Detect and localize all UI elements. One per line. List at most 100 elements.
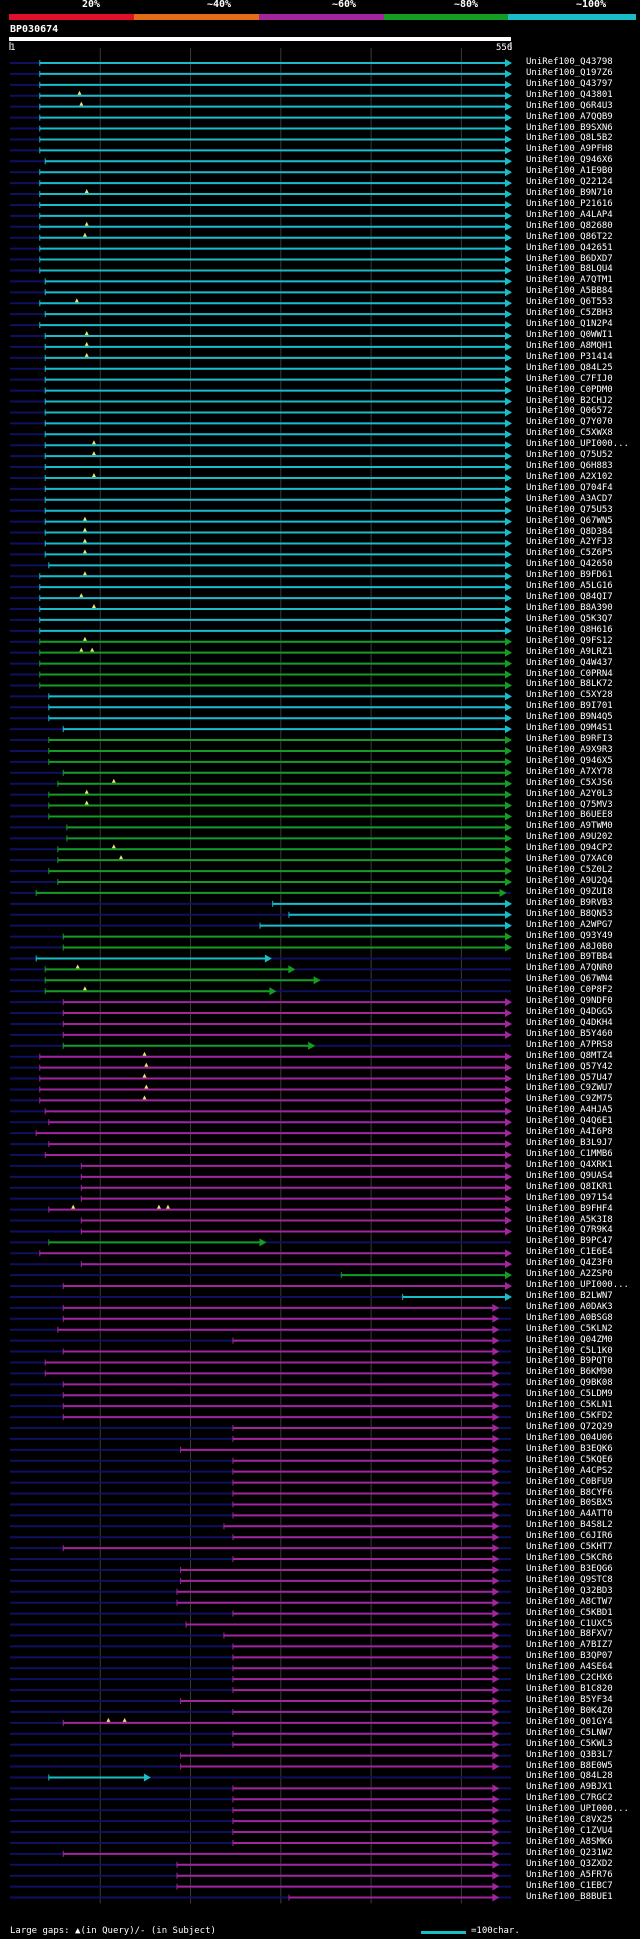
hit-label[interactable]: UniRef100_Q57Y42: [526, 1061, 613, 1072]
hit-label[interactable]: UniRef100_A4ATT0: [526, 1509, 613, 1520]
hit-label[interactable]: UniRef100_A7BIZ7: [526, 1640, 613, 1651]
hit-label[interactable]: UniRef100_Q946X5: [526, 755, 613, 766]
hit-label[interactable]: UniRef100_Q6H883: [526, 461, 613, 472]
hit-label[interactable]: UniRef100_Q84L28: [526, 1771, 613, 1782]
hit-label[interactable]: UniRef100_C1E6E4: [526, 1247, 613, 1258]
hit-label[interactable]: UniRef100_C0PRN4: [526, 668, 613, 679]
hit-label[interactable]: UniRef100_Q1N2P4: [526, 319, 613, 330]
hit-label[interactable]: UniRef100_Q8MTZ4: [526, 1050, 613, 1061]
hit-label[interactable]: UniRef100_C5XY28: [526, 690, 613, 701]
hit-label[interactable]: UniRef100_C5KQE6: [526, 1454, 613, 1465]
hit-label[interactable]: UniRef100_A8SMK6: [526, 1836, 613, 1847]
hit-label[interactable]: UniRef100_Q32BD3: [526, 1585, 613, 1596]
hit-label[interactable]: UniRef100_C7RGC2: [526, 1793, 613, 1804]
hit-label[interactable]: UniRef100_B3EQG6: [526, 1563, 613, 1574]
hit-label[interactable]: UniRef100_B3EQK6: [526, 1443, 613, 1454]
hit-label[interactable]: UniRef100_B3QP07: [526, 1651, 613, 1662]
hit-label[interactable]: UniRef100_C5Z6P5: [526, 548, 613, 559]
hit-label[interactable]: UniRef100_B9PC47: [526, 1236, 613, 1247]
hit-label[interactable]: UniRef100_A2YFJ3: [526, 537, 613, 548]
hit-label[interactable]: UniRef100_C5L1K0: [526, 1345, 613, 1356]
hit-label[interactable]: UniRef100_A9LRZ1: [526, 646, 613, 657]
hit-label[interactable]: UniRef100_Q42651: [526, 242, 613, 253]
hit-label[interactable]: UniRef100_A4LAP4: [526, 209, 613, 220]
hit-label[interactable]: UniRef100_C0PDM0: [526, 384, 613, 395]
hit-label[interactable]: UniRef100_Q9ZUI8: [526, 886, 613, 897]
hit-label[interactable]: UniRef100_B8CYF6: [526, 1487, 613, 1498]
hit-label[interactable]: UniRef100_Q86T22: [526, 231, 613, 242]
hit-label[interactable]: UniRef100_B6UEE8: [526, 810, 613, 821]
hit-label[interactable]: UniRef100_A9U2Q4: [526, 876, 613, 886]
hit-label[interactable]: UniRef100_Q67WN4: [526, 974, 613, 985]
hit-label[interactable]: UniRef100_Q4Q6E1: [526, 1116, 613, 1127]
hit-label[interactable]: UniRef100_B0SBX5: [526, 1498, 613, 1509]
hit-label[interactable]: UniRef100_Q9BK08: [526, 1378, 613, 1389]
hit-label[interactable]: UniRef100_B2CHJ2: [526, 395, 613, 406]
hit-label[interactable]: UniRef100_C5KLN1: [526, 1400, 613, 1411]
hit-label[interactable]: UniRef100_Q72Q29: [526, 1422, 613, 1432]
hit-label[interactable]: UniRef100_B8BUE1: [526, 1891, 613, 1902]
hit-label[interactable]: UniRef100_Q197Z6: [526, 67, 613, 78]
hit-label[interactable]: UniRef100_B1C820: [526, 1684, 613, 1695]
hit-label[interactable]: UniRef100_Q8L5B2: [526, 133, 613, 144]
hit-label[interactable]: UniRef100_Q57U47: [526, 1072, 613, 1083]
hit-label[interactable]: UniRef100_A1E9B0: [526, 166, 613, 177]
hit-label[interactable]: UniRef100_Q84QI7: [526, 592, 613, 603]
hit-label[interactable]: UniRef100_A9BJX1: [526, 1782, 613, 1793]
hit-label[interactable]: UniRef100_Q3ZXD2: [526, 1858, 613, 1869]
hit-label[interactable]: UniRef100_A5BB84: [526, 286, 613, 297]
hit-label[interactable]: UniRef100_A4CPS2: [526, 1465, 613, 1476]
hit-label[interactable]: UniRef100_B5YF34: [526, 1695, 613, 1705]
hit-label[interactable]: UniRef100_C7FIJ0: [526, 373, 613, 384]
hit-label[interactable]: UniRef100_C9ZM75: [526, 1094, 613, 1105]
hit-label[interactable]: UniRef100_C5LNW7: [526, 1727, 613, 1738]
hit-label[interactable]: UniRef100_B9I701: [526, 701, 613, 712]
hit-label[interactable]: UniRef100_A9PFH8: [526, 144, 613, 155]
hit-label[interactable]: UniRef100_Q704F4: [526, 482, 613, 493]
hit-label[interactable]: UniRef100_A8CTW7: [526, 1596, 613, 1607]
hit-label[interactable]: UniRef100_B4S8L2: [526, 1520, 613, 1531]
hit-label[interactable]: UniRef100_Q9FS12: [526, 635, 613, 646]
hit-label[interactable]: UniRef100_B9SXN6: [526, 122, 613, 133]
hit-label[interactable]: UniRef100_A5LG16: [526, 581, 613, 592]
hit-label[interactable]: UniRef100_Q4W437: [526, 657, 613, 668]
hit-label[interactable]: UniRef100_Q9M4S1: [526, 723, 613, 734]
hit-label[interactable]: UniRef100_Q4DGG5: [526, 1007, 613, 1018]
hit-label[interactable]: UniRef100_Q22124: [526, 177, 613, 188]
hit-label[interactable]: UniRef100_Q97154: [526, 1192, 613, 1203]
hit-label[interactable]: UniRef100_Q4XRK1: [526, 1159, 613, 1170]
hit-label[interactable]: UniRef100_Q4Z3F0: [526, 1258, 613, 1269]
hit-label[interactable]: UniRef100_Q4DKH4: [526, 1017, 613, 1028]
hit-label[interactable]: UniRef100_Q67WN5: [526, 515, 613, 526]
hit-label[interactable]: UniRef100_P31414: [526, 351, 613, 362]
hit-label[interactable]: UniRef100_C0P8F2: [526, 985, 613, 996]
hit-label[interactable]: UniRef100_Q06572: [526, 406, 613, 417]
hit-label[interactable]: UniRef100_Q8D384: [526, 526, 613, 537]
hit-label[interactable]: UniRef100_A7QNR0: [526, 963, 613, 974]
hit-label[interactable]: UniRef100_A3ACD7: [526, 493, 613, 504]
hit-label[interactable]: UniRef100_Q7XAC0: [526, 854, 613, 865]
hit-label[interactable]: UniRef100_B8FXV7: [526, 1629, 613, 1640]
hit-label[interactable]: UniRef100_B8LK72: [526, 679, 613, 690]
hit-label[interactable]: UniRef100_A2ZSP0: [526, 1269, 613, 1280]
hit-label[interactable]: UniRef100_C9ZWU7: [526, 1083, 613, 1094]
hit-label[interactable]: UniRef100_A0BSG8: [526, 1312, 613, 1323]
hit-label[interactable]: UniRef100_B2LWN7: [526, 1290, 613, 1301]
hit-label[interactable]: UniRef100_C0BFU9: [526, 1476, 613, 1487]
hit-label[interactable]: UniRef100_A2WPG7: [526, 919, 613, 930]
hit-label[interactable]: UniRef100_Q9STC8: [526, 1574, 613, 1585]
hit-label[interactable]: UniRef100_Q75MV3: [526, 799, 613, 810]
hit-label[interactable]: UniRef100_C5ZBH3: [526, 308, 613, 319]
hit-label[interactable]: UniRef100_Q231W2: [526, 1847, 613, 1858]
hit-label[interactable]: UniRef100_B0K4Z0: [526, 1705, 613, 1716]
hit-label[interactable]: UniRef100_Q5K3Q7: [526, 613, 613, 624]
hit-label[interactable]: UniRef100_C1MMB6: [526, 1149, 613, 1159]
hit-label[interactable]: UniRef100_A2X102: [526, 471, 613, 482]
hit-label[interactable]: UniRef100_C5KHT7: [526, 1542, 613, 1553]
hit-label[interactable]: UniRef100_B9RVB3: [526, 897, 613, 908]
hit-label[interactable]: UniRef100_Q9UAS4: [526, 1170, 613, 1181]
hit-label[interactable]: UniRef100_B9N710: [526, 188, 613, 199]
hit-label[interactable]: UniRef100_C1UXC5: [526, 1618, 613, 1629]
hit-label[interactable]: UniRef100_A5K3I8: [526, 1214, 613, 1225]
hit-label[interactable]: UniRef100_Q0WWI1: [526, 330, 613, 340]
